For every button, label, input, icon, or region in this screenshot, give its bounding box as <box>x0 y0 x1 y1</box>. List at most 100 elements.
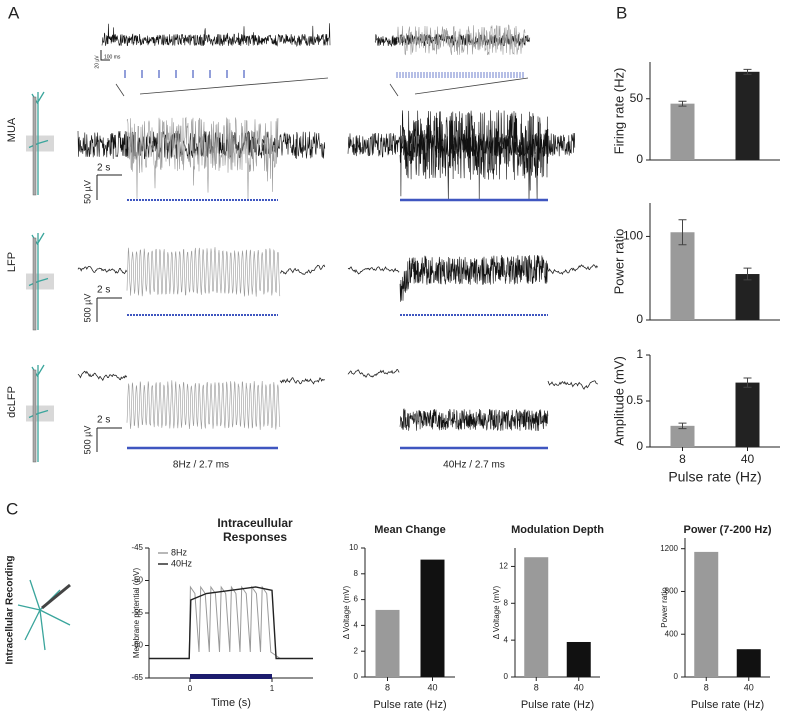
x-axis-label: Pulse rate (Hz) <box>691 699 764 711</box>
error-bar <box>743 68 752 75</box>
scale-label: 2 s <box>97 163 110 174</box>
bar <box>566 641 591 677</box>
trace <box>547 380 598 390</box>
electrode <box>32 237 37 331</box>
axis <box>649 355 780 448</box>
x-axis-label: Pulse rate (Hz) <box>373 699 446 711</box>
x-tick-label: 0 <box>188 684 193 693</box>
y-axis-label: Amplitude (mV) <box>611 356 626 446</box>
scale-label: 500 µV <box>82 426 92 455</box>
panel-label: B <box>616 3 627 22</box>
row-label: MUA <box>6 117 18 142</box>
y-tick-label: -45 <box>131 543 143 552</box>
x-tick-label: 40 <box>741 452 755 466</box>
error-bar <box>678 422 687 430</box>
y-tick-label: 400 <box>665 629 679 638</box>
y-axis-label: Δ Voltage (mV) <box>342 585 351 639</box>
line <box>149 585 313 659</box>
x-tick-label: 40 <box>427 682 437 692</box>
y-tick-label: 0 <box>636 152 643 166</box>
x-tick-label: 1 <box>270 684 275 693</box>
line <box>149 586 313 660</box>
bar <box>736 649 761 677</box>
chart-title: Intraceullular Responses <box>217 516 293 544</box>
y-tick-label: 0 <box>636 439 643 453</box>
y-tick-label: 10 <box>349 543 358 552</box>
y-tick-label: 100 <box>623 229 643 243</box>
trace <box>396 24 526 56</box>
trace <box>126 116 279 200</box>
x-axis-label: Time (s) <box>211 697 251 709</box>
y-tick-label: 0 <box>354 672 359 681</box>
trace <box>77 130 326 160</box>
legend-label: 8Hz <box>171 547 188 557</box>
bar <box>694 551 719 677</box>
chart-title: Power (7-200 Hz) <box>683 524 771 536</box>
pipette <box>41 583 71 610</box>
y-tick-label: 8 <box>504 598 509 607</box>
neuron-icons <box>17 91 71 651</box>
axis <box>649 62 780 161</box>
y-tick-label: 0 <box>636 312 643 326</box>
trace <box>399 408 549 431</box>
scale-label: 100 ms <box>104 54 121 60</box>
y-tick-label: -50 <box>131 576 143 585</box>
bar <box>670 425 695 447</box>
x-tick-label: 8 <box>385 682 390 692</box>
y-tick-label: 12 <box>499 562 508 571</box>
chart-title: Mean Change <box>374 524 446 536</box>
y-tick-label: 0.5 <box>626 393 643 407</box>
scale-label: 500 µV <box>82 294 92 323</box>
bar <box>735 382 760 447</box>
x-tick-label: 40 <box>744 682 754 692</box>
stim-bar <box>190 674 272 679</box>
bar <box>524 557 549 677</box>
y-axis-label: Membrane potential (mV) <box>132 568 141 659</box>
electrode <box>32 369 37 463</box>
row-label: LFP <box>6 252 18 272</box>
x-tick-label: 8 <box>704 682 709 692</box>
trace <box>77 370 128 382</box>
y-tick-label: 800 <box>665 587 679 596</box>
bar <box>375 609 400 677</box>
y-tick-label: 4 <box>354 621 359 630</box>
legend-label: 40Hz <box>171 558 193 568</box>
x-tick-label: 8 <box>679 452 686 466</box>
x-tick-label: 40 <box>574 682 584 692</box>
condition-label: 8Hz / 2.7 ms <box>173 460 229 471</box>
y-tick-label: -65 <box>131 673 143 682</box>
chart-title: Modulation Depth <box>511 524 604 536</box>
x-axis-label: Pulse rate (Hz) <box>521 699 594 711</box>
bar <box>735 71 760 160</box>
trace <box>101 23 331 48</box>
bar <box>670 232 695 320</box>
bar <box>420 559 445 677</box>
trace <box>374 33 531 48</box>
error-bar <box>678 100 687 107</box>
trace <box>126 380 281 430</box>
panel-label: C <box>6 499 18 518</box>
bar <box>735 274 760 320</box>
scale-label: 2 s <box>97 415 110 426</box>
trace <box>399 255 549 302</box>
axis <box>649 203 780 321</box>
panel-label: A <box>8 3 20 22</box>
y-tick-label: 0 <box>504 672 509 681</box>
y-tick-label: 1 <box>636 347 643 361</box>
zoom-lines <box>115 77 529 97</box>
trace <box>347 369 400 378</box>
error-bar <box>678 219 687 246</box>
y-tick-label: -60 <box>131 641 143 650</box>
trace <box>547 264 598 276</box>
trace <box>279 264 326 275</box>
trace <box>347 266 400 275</box>
trace <box>77 266 128 275</box>
trace <box>399 110 549 201</box>
row-label: Intracellular Recording <box>5 556 16 665</box>
condition-label: 40Hz / 2.7 ms <box>443 460 505 471</box>
y-tick-label: -55 <box>131 608 143 617</box>
scale-label: 2 s <box>97 285 110 296</box>
error-bar <box>743 267 752 281</box>
trace <box>126 247 281 297</box>
